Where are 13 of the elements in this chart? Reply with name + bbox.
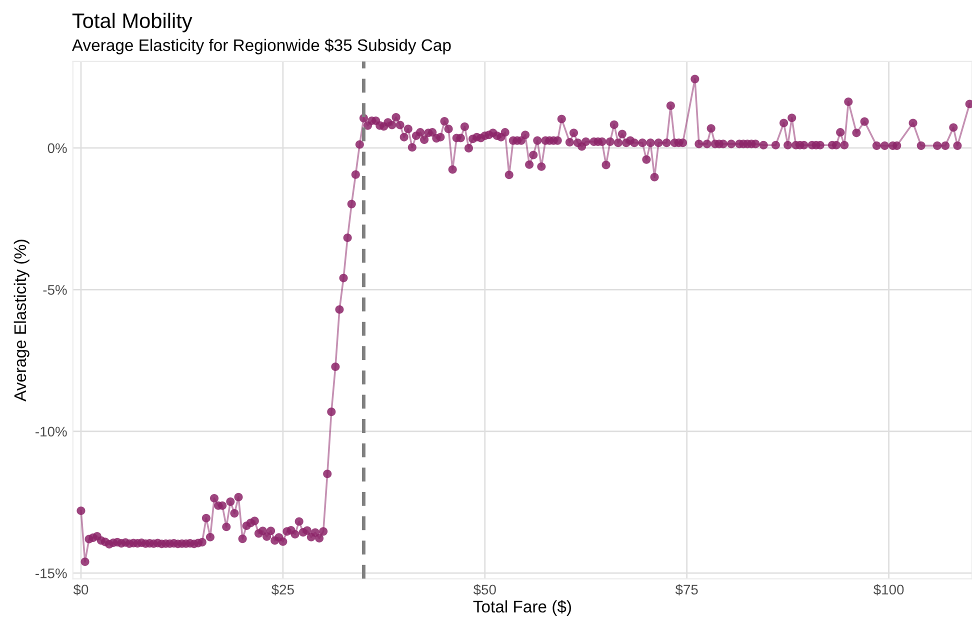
y-tick-label: 0% xyxy=(48,143,67,154)
x-tick-label: $25 xyxy=(271,584,294,596)
x-tick-label: $0 xyxy=(73,584,88,596)
y-tick-label: -5% xyxy=(43,285,67,295)
x-axis-title: Total Fare ($) xyxy=(473,600,571,616)
y-axis-title: Average Elasticity (%) xyxy=(14,240,30,402)
chart-title: Total Mobility xyxy=(72,12,192,32)
x-tick-label: $75 xyxy=(675,584,698,596)
x-tick-label: $50 xyxy=(473,584,496,596)
x-tick-label: $100 xyxy=(873,584,904,596)
y-tick-label: -10% xyxy=(36,426,67,437)
chart-subtitle: Average Elasticity for Regionwide $35 Subsidy Cap xyxy=(72,38,451,54)
y-tick-label: -15% xyxy=(36,568,67,578)
